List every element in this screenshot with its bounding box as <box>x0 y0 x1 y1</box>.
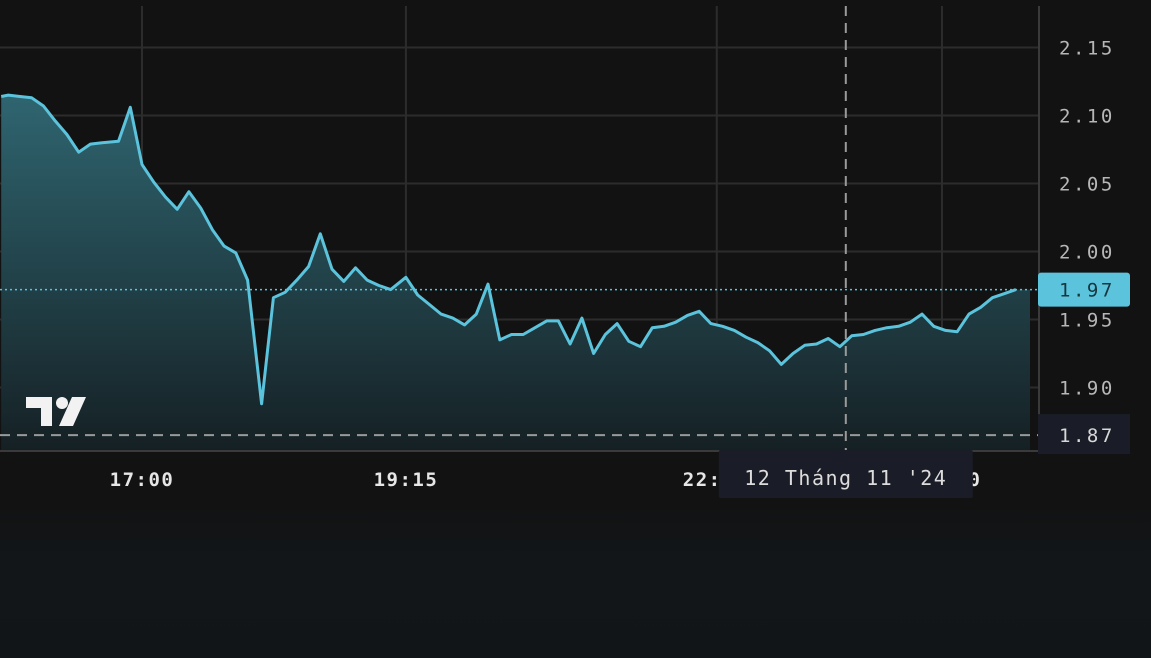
empty-panel <box>0 510 1151 658</box>
current-price-label: 1.97 <box>1059 280 1115 302</box>
x-tick-label: 19:15 <box>374 469 439 491</box>
y-tick-label: 2.00 <box>1059 242 1115 264</box>
y-tick-label: 2.10 <box>1059 106 1115 128</box>
y-tick-label: 2.05 <box>1059 174 1115 196</box>
y-tick-label: 2.15 <box>1059 38 1115 60</box>
y-tick-label: 1.90 <box>1059 378 1115 400</box>
logo-dot <box>56 397 68 409</box>
crosshair-date-label: 12 Tháng 11 '24 <box>744 466 947 490</box>
x-tick-label: 17:00 <box>110 469 175 491</box>
y-tick-label: 1.95 <box>1059 310 1115 332</box>
price-chart[interactable]: 2.15 2.10 2.05 2.00 1.95 1.90 17:00 19:15 22: 0 1.… <box>0 0 1151 510</box>
low-price-label: 1.87 <box>1059 425 1115 447</box>
x-tick-label: 22: <box>683 469 722 491</box>
